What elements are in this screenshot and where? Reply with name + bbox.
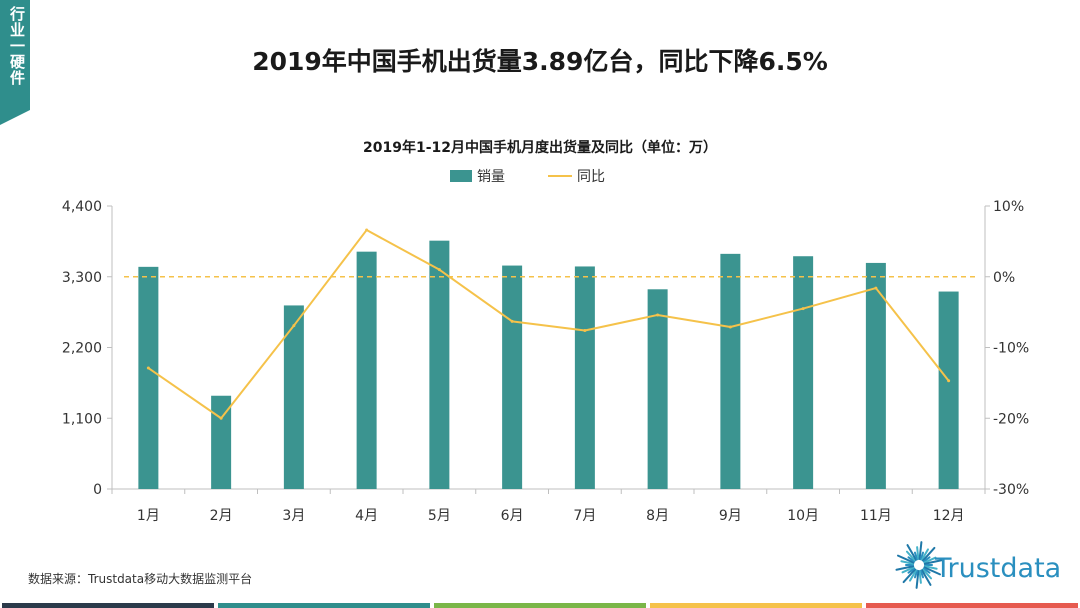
x-tick-label: 10月 — [787, 508, 819, 524]
trustdata-logo: Trustdata — [895, 535, 1070, 595]
yoy-point — [656, 313, 660, 317]
y-left-tick-label: 3,300 — [62, 270, 102, 286]
bar — [938, 291, 959, 489]
chart-title: 2019年1-12月中国手机月度出货量及同比（单位：万） — [363, 139, 717, 156]
legend-swatch-bar — [450, 170, 472, 182]
sunburst-ray — [907, 556, 916, 563]
footer-bar-segment — [2, 603, 214, 608]
y-left-tick-label: 2,200 — [62, 341, 102, 357]
logo-text: Trustdata — [935, 553, 1062, 584]
x-tick-label: 7月 — [573, 508, 596, 524]
yoy-point — [437, 268, 441, 272]
yoy-point — [947, 379, 951, 383]
sunburst-ray — [921, 569, 932, 586]
sunburst-ray — [900, 560, 915, 565]
sunburst-ray — [922, 556, 931, 563]
footer-bar-segment — [434, 603, 646, 608]
x-tick-label: 4月 — [355, 508, 378, 524]
footer-bar-segment — [650, 603, 862, 608]
sunburst-ray — [896, 554, 915, 564]
sunburst-ray — [921, 548, 929, 561]
sunburst-ray — [922, 546, 936, 562]
yoy-point — [219, 416, 223, 420]
sunburst-ray — [895, 565, 915, 571]
y-right-tick-label: -30% — [993, 482, 1029, 498]
sunburst-icon — [895, 541, 943, 589]
bar — [502, 265, 523, 489]
y-right-tick-label: 0% — [993, 270, 1015, 286]
y-left-tick-label: 4,400 — [62, 199, 102, 215]
sunburst-ray — [919, 551, 925, 561]
sunburst-ray — [901, 566, 915, 574]
sunburst-ray — [922, 568, 933, 580]
sunburst-ray — [905, 550, 916, 562]
x-tick-label: 3月 — [282, 508, 305, 524]
bar — [647, 289, 668, 489]
x-tick-label: 6月 — [501, 508, 524, 524]
sunburst-ray — [913, 569, 919, 579]
sunburst-ray — [902, 568, 916, 584]
sunburst-ray — [918, 541, 923, 561]
yoy-point — [801, 307, 805, 311]
sunburst-ray — [923, 559, 943, 565]
bar — [793, 256, 814, 489]
y-left-tick-label: 1,100 — [62, 411, 102, 427]
bar — [356, 251, 377, 489]
yoy-point — [365, 228, 369, 232]
x-tick-label: 2月 — [210, 508, 233, 524]
bar — [865, 262, 886, 489]
sunburst-ray — [923, 565, 938, 570]
yoy-point — [583, 329, 587, 333]
sunburst-ray — [922, 567, 931, 574]
y-left-tick-label: 0 — [93, 482, 102, 498]
chart: 2019年1-12月中国手机月度出货量及同比（单位：万） 销量 同比 0 1,100 2,… — [62, 139, 1029, 524]
sunburst-ray — [918, 569, 922, 584]
sunburst-ray — [907, 567, 916, 574]
bar — [574, 266, 595, 489]
section-tag-label: 行业一硬件 — [8, 6, 26, 86]
footer-bar-segment — [218, 603, 430, 608]
x-tick-label: 5月 — [428, 508, 451, 524]
bar — [429, 240, 450, 489]
yoy-line — [147, 229, 950, 420]
yoy-point — [146, 366, 150, 370]
footer-bar-segment — [866, 603, 1078, 608]
y-right-tick-label: -20% — [993, 411, 1029, 427]
yoy-point — [874, 286, 878, 290]
sunburst-ray — [906, 544, 917, 561]
y-right-tick-label: -10% — [993, 341, 1029, 357]
sunburst-ray — [909, 569, 917, 582]
sunburst-ray — [915, 569, 920, 589]
legend-label-bar: 销量 — [477, 169, 505, 185]
bar — [138, 266, 159, 489]
y-right-tick-label: 10% — [993, 199, 1024, 215]
x-tick-label: 12月 — [933, 508, 965, 524]
yoy-point — [510, 319, 514, 323]
x-tick-label: 1月 — [137, 508, 160, 524]
bar — [720, 253, 741, 489]
page-title: 2019年中国手机出货量3.89亿台，同比下降6.5% — [252, 47, 828, 76]
yoy-point — [728, 325, 732, 329]
sunburst-ray — [916, 546, 920, 561]
bar — [283, 305, 304, 489]
x-tick-label: 9月 — [719, 508, 742, 524]
bar — [211, 395, 232, 489]
data-source: 数据来源：Trustdata移动大数据监测平台 — [28, 572, 253, 586]
sunburst-ray — [923, 566, 942, 576]
section-tag: 行业一硬件 — [0, 0, 30, 125]
legend-label-line: 同比 — [577, 169, 605, 185]
sunburst-ray — [919, 569, 925, 579]
yoy-point — [292, 324, 296, 328]
x-tick-label: 8月 — [646, 508, 669, 524]
sunburst-ray — [913, 551, 919, 561]
x-tick-label: 11月 — [860, 508, 892, 524]
sunburst-ray — [923, 556, 937, 564]
